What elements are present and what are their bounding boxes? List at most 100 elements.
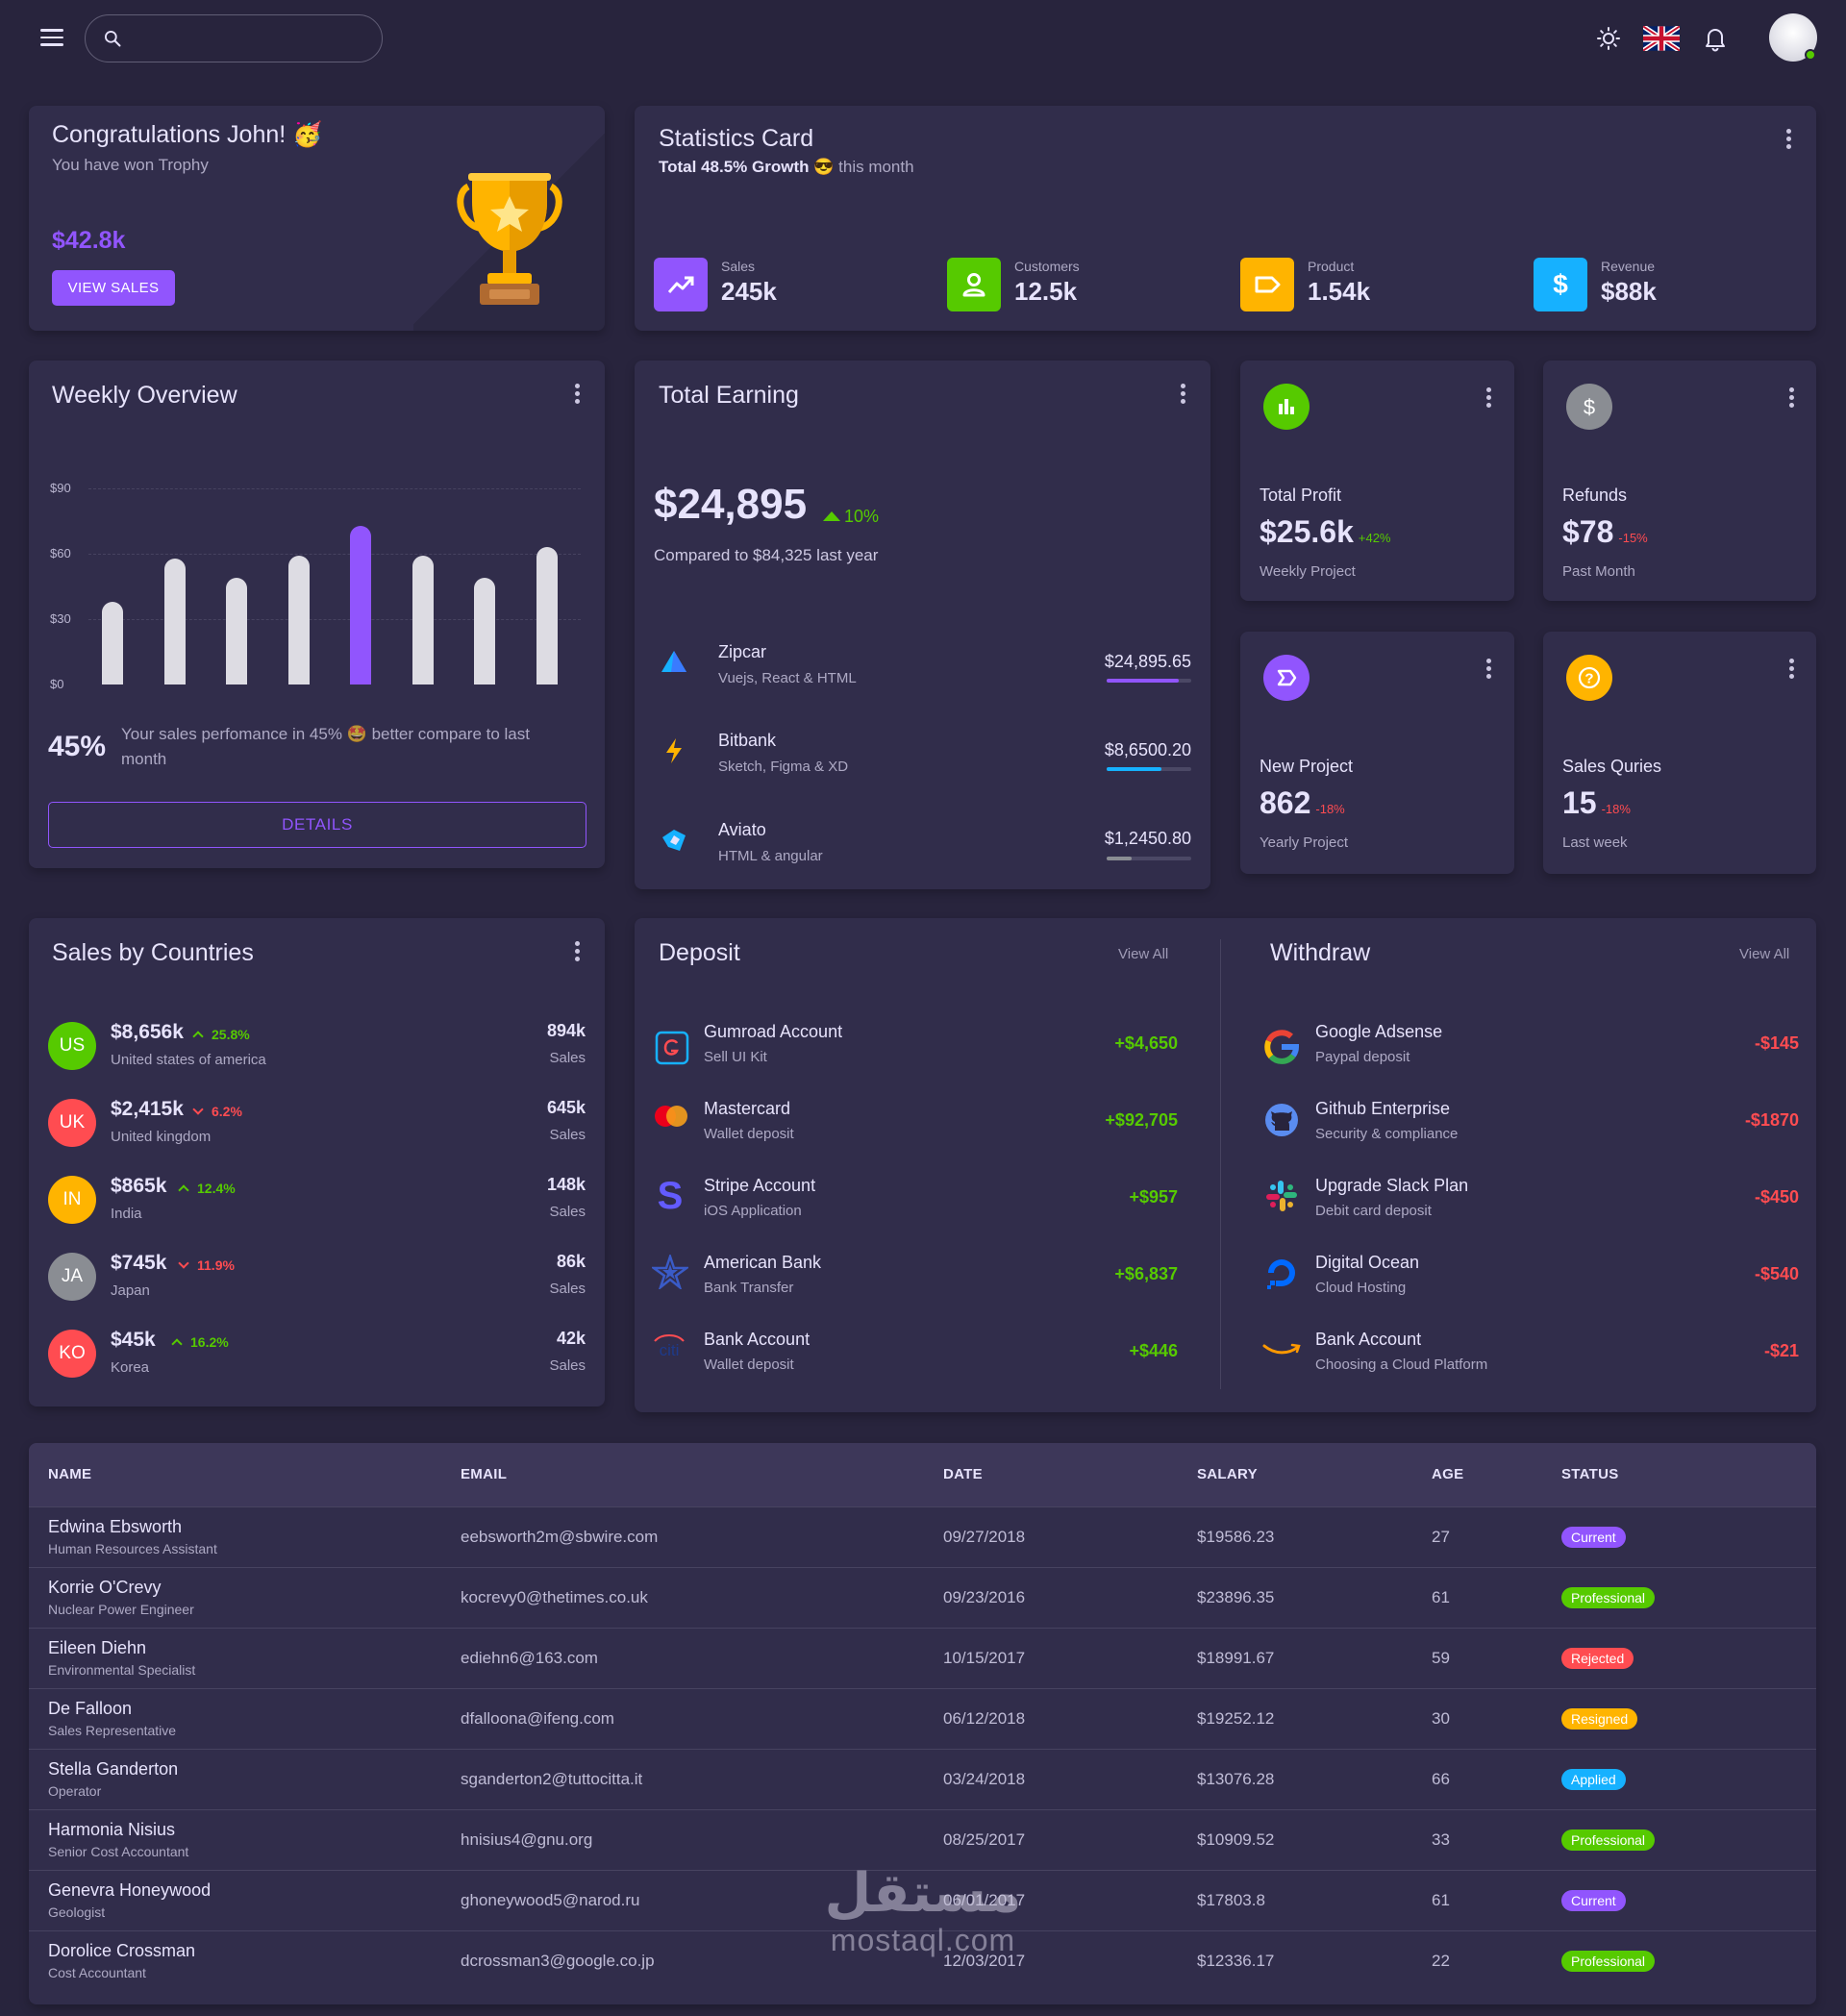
view-sales-button[interactable]: VIEW SALES [52, 270, 175, 306]
chart-bar[interactable] [536, 547, 558, 684]
gridline [88, 619, 581, 620]
country-sales-label: Sales [549, 1357, 586, 1374]
mini-title: New Project [1260, 757, 1354, 776]
cell-email: eebsworth2m@sbwire.com [441, 1506, 924, 1567]
earning-item-name: Zipcar [718, 642, 767, 661]
table-row[interactable]: Stella Ganderton Operator sganderton2@tutt… [29, 1748, 1816, 1809]
revenue-stat-icon: $ [1534, 258, 1587, 311]
status-badge: Current [1561, 1889, 1626, 1911]
column-header-status[interactable]: STATUS [1542, 1443, 1816, 1506]
withdraw-item-name[interactable]: Github Enterprise [1315, 1099, 1451, 1118]
country-trend-value: 12.4% [197, 1181, 236, 1196]
employee-job: Environmental Specialist [48, 1662, 196, 1678]
more-options-icon[interactable] [1479, 655, 1498, 684]
statistics-title: Statistics Card [659, 125, 814, 152]
svg-text:?: ? [1584, 671, 1593, 687]
status-badge: Current [1561, 1526, 1626, 1548]
chart-bar[interactable] [412, 556, 434, 684]
table-row[interactable]: Eileen Diehn Environmental Specialist edie… [29, 1627, 1816, 1688]
svg-text:$: $ [1584, 395, 1595, 419]
earning-item-name: Bitbank [718, 731, 777, 750]
citi-logo-icon: citi [654, 1334, 685, 1358]
country-trend-value: 16.2% [190, 1334, 229, 1350]
country-avatar: JA [48, 1253, 96, 1301]
chart-bar[interactable] [226, 577, 247, 684]
table-row[interactable]: Edwina Ebsworth Human Resources Assistant… [29, 1506, 1816, 1567]
country-amount: $8,656k [111, 1021, 184, 1043]
deposit-item-name[interactable]: Gumroad Account [704, 1022, 843, 1041]
menu-icon[interactable] [40, 29, 63, 48]
bitbank-logo-icon [666, 738, 682, 763]
deposit-view-all-link[interactable]: View All [1118, 946, 1169, 962]
table-row[interactable]: Harmonia Nisius Senior Cost Accountant hni… [29, 1808, 1816, 1870]
cell-salary: $23896.35 [1178, 1566, 1412, 1628]
country-trend: 11.9% [178, 1257, 235, 1273]
cell-date: 10/15/2017 [924, 1627, 1178, 1688]
column-header-name[interactable]: NAME [29, 1443, 441, 1506]
cell-name: Eileen Diehn Environmental Specialist [29, 1627, 441, 1688]
more-options-icon[interactable] [1479, 384, 1498, 412]
search-icon [105, 31, 121, 47]
sales-stat-label: Sales [721, 259, 756, 274]
product-stat-value: 1.54k [1308, 277, 1371, 306]
earning-item-progress [1107, 679, 1191, 683]
deposit-title: Deposit [659, 939, 740, 966]
more-options-icon[interactable] [1782, 384, 1801, 412]
search-field[interactable] [134, 23, 364, 54]
withdraw-item-name[interactable]: Google Adsense [1315, 1022, 1443, 1041]
country-sales: 42k [556, 1329, 586, 1348]
more-options-icon[interactable] [1779, 125, 1798, 154]
column-header-date[interactable]: DATE [924, 1443, 1178, 1506]
employee-name: Korrie O'Crevy [48, 1578, 162, 1597]
withdraw-item-name[interactable]: Digital Ocean [1315, 1253, 1420, 1272]
column-header-email[interactable]: EMAIL [441, 1443, 924, 1506]
uk-flag-icon[interactable] [1643, 26, 1680, 51]
revenue-stat-value: $88k [1601, 277, 1657, 306]
cell-age: 30 [1412, 1687, 1542, 1749]
more-options-icon[interactable] [567, 380, 586, 409]
deposit-item-name[interactable]: Stripe Account [704, 1176, 816, 1195]
digital-ocean-logo-icon [1267, 1259, 1295, 1289]
withdraw-item-name[interactable]: Bank Account [1315, 1330, 1422, 1349]
y-axis-label: $30 [50, 611, 71, 626]
status-badge: Professional [1561, 1829, 1656, 1851]
mini-sub: Yearly Project [1260, 834, 1348, 851]
mini-sub: Last week [1562, 834, 1628, 851]
mini-title: Refunds [1562, 485, 1628, 505]
chart-bar[interactable] [287, 556, 310, 684]
status-badge: Rejected [1561, 1647, 1634, 1669]
more-options-icon[interactable] [1782, 655, 1801, 684]
weekly-overview-card: Weekly Overview $90 $60 $30 $0 45% Your sal… [29, 361, 605, 868]
column-header-salary[interactable]: SALARY [1178, 1443, 1412, 1506]
chart-bar[interactable] [163, 558, 186, 684]
deposit-item-name[interactable]: Mastercard [704, 1099, 791, 1118]
withdraw-item-name[interactable]: Upgrade Slack Plan [1315, 1176, 1469, 1195]
more-options-icon[interactable] [1173, 380, 1192, 409]
chart-bar[interactable] [474, 577, 495, 684]
table-row[interactable]: Genevra Honeywood Geologist ghoneywood5@na… [29, 1869, 1816, 1930]
avatar[interactable] [1769, 13, 1817, 62]
cell-date: 08/25/2017 [924, 1808, 1178, 1870]
earning-amount: $24,895 [654, 481, 808, 528]
employee-job: Human Resources Assistant [48, 1541, 217, 1556]
more-options-icon[interactable] [567, 937, 586, 966]
deposit-item-name[interactable]: Bank Account [704, 1330, 811, 1349]
y-axis-label: $0 [50, 677, 64, 691]
chevron-up-icon [178, 1184, 189, 1196]
chart-bar[interactable] [102, 601, 123, 684]
table-row[interactable]: Dorolice Crossman Cost Accountant dcrossma… [29, 1929, 1816, 1991]
table-row[interactable]: Korrie O'Crevy Nuclear Power Engineer kocr… [29, 1566, 1816, 1628]
total-earning-card: Total Earning $24,895 10% Compared to $8… [635, 361, 1210, 889]
sun-icon[interactable] [1596, 26, 1621, 51]
stripe-logo-icon: S [658, 1176, 684, 1214]
chart-bar[interactable] [350, 525, 371, 684]
withdraw-view-all-link[interactable]: View All [1739, 946, 1790, 962]
column-header-age[interactable]: AGE [1412, 1443, 1542, 1506]
table-row[interactable]: De Falloon Sales Representative dfalloona@… [29, 1687, 1816, 1749]
mini-sub: Past Month [1562, 563, 1635, 580]
deposit-item-name[interactable]: American Bank [704, 1253, 822, 1272]
status-badge: Resigned [1561, 1707, 1638, 1730]
details-button[interactable]: DETAILS [48, 802, 586, 848]
search-input[interactable] [85, 14, 383, 62]
bell-icon[interactable] [1703, 25, 1728, 52]
